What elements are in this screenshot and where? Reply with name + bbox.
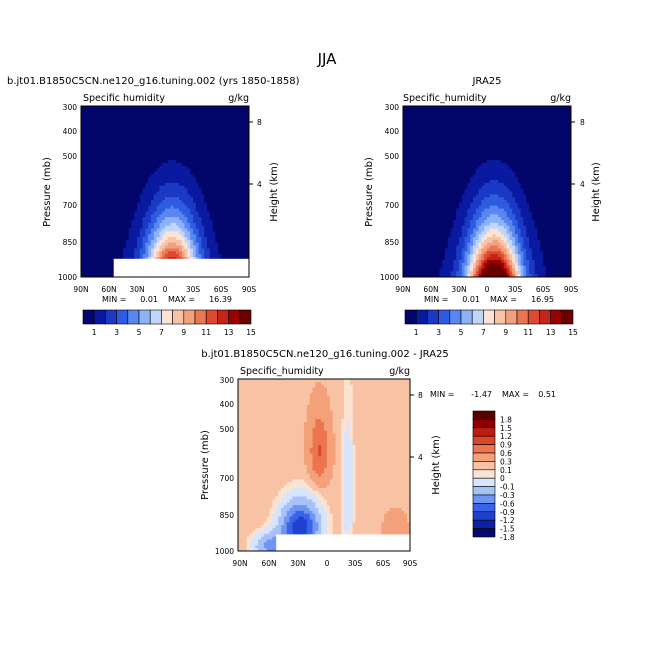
- levelbar-label: 13: [224, 328, 234, 337]
- levelbar-label: 1: [92, 328, 97, 337]
- y-tick-label: 400: [63, 127, 78, 136]
- panel-model-subtitle-right: g/kg: [228, 93, 249, 104]
- panel-model-subtitle-left: Specific humidity: [83, 93, 165, 104]
- panel-obs-title: JRA25: [471, 76, 501, 87]
- panel-model-y-right-ticks: 8 4: [249, 118, 262, 189]
- panel-model-ylabel-right: Height (km): [269, 162, 280, 222]
- levelbar-swatch: [117, 310, 128, 324]
- levelbar-label: 3: [114, 328, 119, 337]
- levelbar-swatch: [139, 310, 150, 324]
- stat-max-value: 16.39: [209, 295, 232, 304]
- x-tick-label: 30S: [186, 285, 201, 294]
- levelbar-swatch: [229, 310, 240, 324]
- x-tick-label: 90N: [73, 285, 88, 294]
- y-tick-label: 500: [63, 152, 78, 161]
- x-tick-label: 60N: [101, 285, 116, 294]
- panel-model-stats: MIN = 0.01 MAX = 16.39: [102, 295, 232, 304]
- y-tick-label: 1000: [58, 273, 77, 282]
- levelbar-swatch: [195, 310, 206, 324]
- levelbar-swatch: [94, 310, 105, 324]
- panel-obs: JRA25 Specific_humidity g/kg 300 400 500…: [364, 76, 602, 337]
- stat-min-value: 0.01: [140, 295, 158, 304]
- missing-data-region: [114, 259, 249, 277]
- panel-obs-subtitle-right: g/kg: [550, 93, 571, 104]
- levelbar-label: 9: [181, 328, 186, 337]
- levelbar-swatch: [150, 310, 161, 324]
- x-tick-label: 0: [163, 285, 168, 294]
- levelbar-swatch: [240, 310, 251, 324]
- levelbar-label: 7: [159, 328, 164, 337]
- levelbar-label: 15: [246, 328, 256, 337]
- panel-obs-contour-field: [403, 106, 572, 278]
- panel-model-ylabel: Pressure (mb): [42, 157, 53, 227]
- x-tick-label: 90S: [242, 285, 257, 294]
- y-tick-label: 850: [63, 238, 78, 247]
- panel-model-y-ticks: 300 400 500 700 850 1000: [58, 103, 77, 282]
- y-tick-label: 300: [63, 103, 78, 112]
- levelbar-swatch: [173, 310, 184, 324]
- y-tick-label: 700: [63, 201, 78, 210]
- panel-model-x-ticks: 90N 60N 30N 0 30S 60S 90S: [73, 285, 256, 294]
- page-title: JJA: [317, 50, 338, 68]
- panel-obs-subtitle-left: Specific_humidity: [403, 93, 487, 104]
- levelbar-swatch: [105, 310, 116, 324]
- levelbar-swatch: [217, 310, 228, 324]
- levelbar-label: 11: [201, 328, 211, 337]
- levelbar-swatch: [184, 310, 195, 324]
- stat-min-label: MIN =: [102, 295, 127, 304]
- levelbar-swatch: [161, 310, 172, 324]
- levelbar-label: 5: [137, 328, 142, 337]
- stat-max-label: MAX =: [168, 295, 195, 304]
- panel-model-contour-field: [81, 106, 250, 278]
- y-right-tick-label: 4: [257, 180, 262, 189]
- panel-model: b.jt01.B1850C5CN.ne120_g16.tuning.002 (y…: [7, 76, 300, 337]
- x-tick-label: 30N: [129, 285, 144, 294]
- levelbar-swatch: [83, 310, 94, 324]
- panel-model-title: b.jt01.B1850C5CN.ne120_g16.tuning.002 (y…: [7, 76, 300, 87]
- x-tick-label: 60S: [214, 285, 229, 294]
- levelbar-swatch: [206, 310, 217, 324]
- y-right-tick-label: 8: [257, 118, 262, 127]
- levelbar-swatch: [128, 310, 139, 324]
